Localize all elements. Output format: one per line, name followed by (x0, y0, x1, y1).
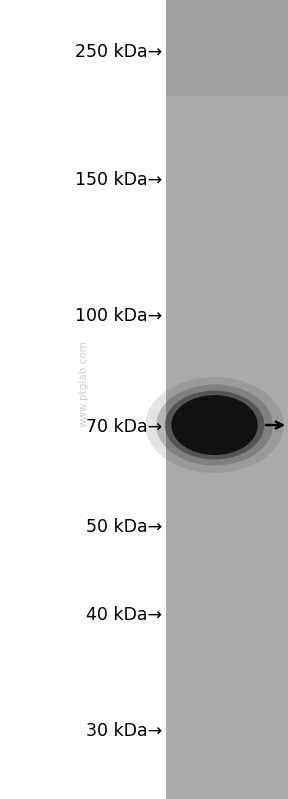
Text: 50 kDa→: 50 kDa→ (86, 519, 162, 536)
Text: 250 kDa→: 250 kDa→ (75, 43, 162, 61)
Text: 30 kDa→: 30 kDa→ (86, 722, 162, 740)
Text: 100 kDa→: 100 kDa→ (75, 307, 162, 324)
Bar (166, 0, 288, 96)
Bar (166, 0, 288, 799)
Ellipse shape (145, 377, 284, 473)
Ellipse shape (171, 395, 258, 455)
Text: 40 kDa→: 40 kDa→ (86, 606, 162, 624)
Ellipse shape (156, 384, 273, 466)
Text: www.ptglab.com: www.ptglab.com (79, 340, 88, 427)
Text: 70 kDa→: 70 kDa→ (86, 419, 162, 436)
Text: 150 kDa→: 150 kDa→ (75, 171, 162, 189)
Ellipse shape (165, 391, 264, 459)
